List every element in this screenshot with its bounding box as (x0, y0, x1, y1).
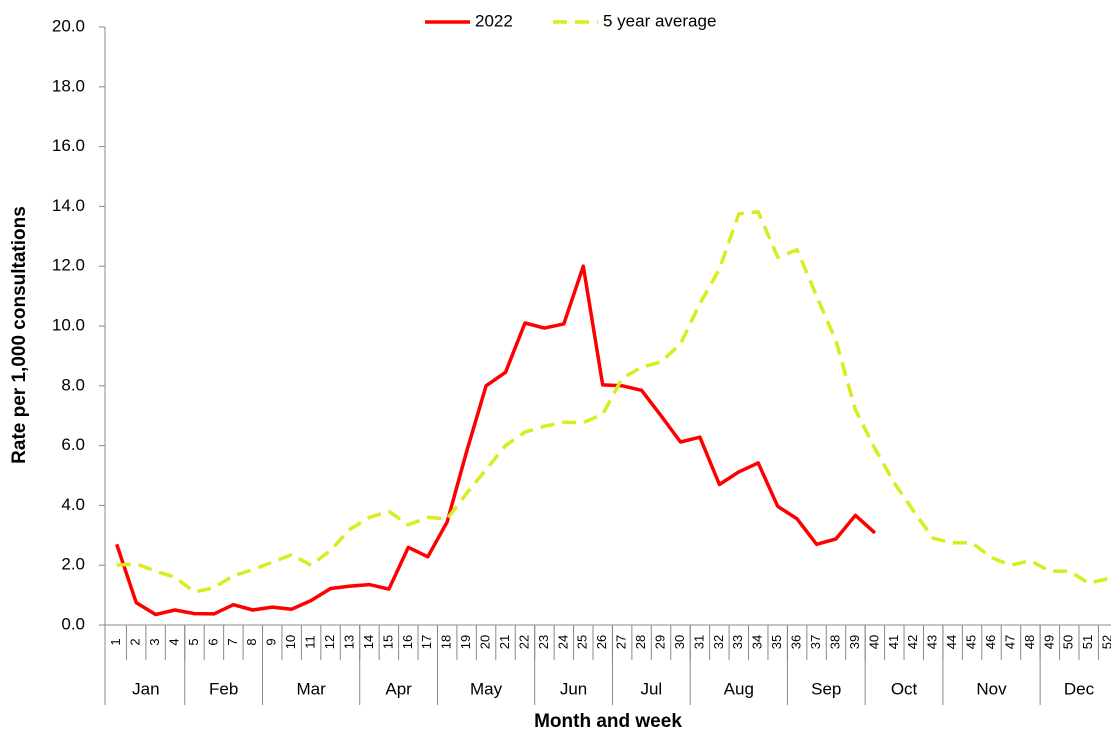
x-tick-label: 32 (711, 635, 726, 649)
x-tick-label: 9 (264, 638, 279, 645)
x-tick-label: 28 (633, 635, 648, 649)
month-label: Jun (560, 679, 587, 698)
x-tick-label: 16 (400, 635, 415, 649)
x-tick-label: 23 (536, 635, 551, 649)
y-tick-label: 18.0 (52, 76, 85, 95)
x-tick-label: 12 (322, 635, 337, 649)
x-tick-label: 51 (1080, 635, 1095, 649)
x-tick-label: 47 (1002, 635, 1017, 649)
month-label: Mar (296, 679, 326, 698)
y-tick-label: 20.0 (52, 16, 85, 35)
x-tick-label: 46 (983, 635, 998, 649)
y-tick-label: 14.0 (52, 196, 85, 215)
x-tick-label: 18 (439, 635, 454, 649)
x-tick-label: 36 (789, 635, 804, 649)
x-tick-label: 7 (225, 638, 240, 645)
x-tick-label: 8 (244, 638, 259, 645)
x-tick-label: 14 (361, 635, 376, 649)
y-tick-label: 12.0 (52, 256, 85, 275)
x-tick-label: 1 (108, 638, 123, 645)
legend-label: 5 year average (603, 11, 716, 30)
x-tick-label: 3 (147, 638, 162, 645)
x-tick-label: 22 (516, 635, 531, 649)
x-tick-label: 15 (380, 635, 395, 649)
month-label: Jul (640, 679, 662, 698)
x-tick-label: 6 (205, 638, 220, 645)
y-tick-label: 16.0 (52, 136, 85, 155)
x-tick-label: 49 (1041, 635, 1056, 649)
x-tick-label: 33 (730, 635, 745, 649)
series-line (115, 264, 877, 617)
month-label: Dec (1064, 679, 1095, 698)
x-tick-label: 26 (594, 635, 609, 649)
x-tick-label: 20 (478, 635, 493, 649)
x-tick-label: 24 (555, 635, 570, 649)
x-tick-label: 50 (1061, 635, 1076, 649)
x-tick-label: 48 (1022, 635, 1037, 649)
x-tick-label: 25 (575, 635, 590, 649)
x-tick-label: 52 (1100, 635, 1111, 649)
x-tick-label: 19 (458, 635, 473, 649)
y-tick-label: 0.0 (61, 614, 85, 633)
y-axis-title: Rate per 1,000 consultations (9, 206, 30, 464)
x-axis-title: Month and week (534, 711, 682, 732)
x-tick-label: 34 (750, 635, 765, 649)
y-tick-label: 8.0 (61, 375, 85, 394)
month-label: Apr (385, 679, 412, 698)
x-tick-label: 17 (419, 635, 434, 649)
x-tick-label: 21 (497, 635, 512, 649)
x-tick-label: 42 (905, 635, 920, 649)
legend-label: 2022 (475, 11, 513, 30)
month-label: Jan (132, 679, 159, 698)
x-tick-label: 4 (166, 638, 181, 645)
x-tick-label: 38 (827, 635, 842, 649)
x-tick-label: 43 (925, 635, 940, 649)
x-tick-label: 31 (691, 635, 706, 649)
series-line (116, 210, 1109, 594)
month-label: May (470, 679, 503, 698)
x-tick-label: 44 (944, 635, 959, 649)
month-label: Sep (811, 679, 841, 698)
month-label: Oct (891, 679, 918, 698)
x-tick-label: 45 (964, 635, 979, 649)
month-label: Feb (209, 679, 238, 698)
x-tick-label: 37 (808, 635, 823, 649)
y-tick-label: 2.0 (61, 555, 85, 574)
y-tick-label: 4.0 (61, 495, 85, 514)
y-tick-label: 10.0 (52, 315, 85, 334)
x-tick-label: 2 (128, 638, 143, 645)
month-label: Aug (724, 679, 754, 698)
x-tick-label: 27 (614, 635, 629, 649)
x-tick-label: 29 (652, 635, 667, 649)
x-tick-label: 41 (886, 635, 901, 649)
month-label: Nov (976, 679, 1007, 698)
x-tick-label: 13 (341, 635, 356, 649)
y-tick-label: 6.0 (61, 435, 85, 454)
x-tick-label: 40 (866, 635, 881, 649)
x-tick-label: 10 (283, 635, 298, 649)
x-tick-label: 30 (672, 635, 687, 649)
x-tick-label: 35 (769, 635, 784, 649)
x-tick-label: 5 (186, 638, 201, 645)
x-tick-label: 39 (847, 635, 862, 649)
x-tick-label: 11 (303, 635, 318, 649)
